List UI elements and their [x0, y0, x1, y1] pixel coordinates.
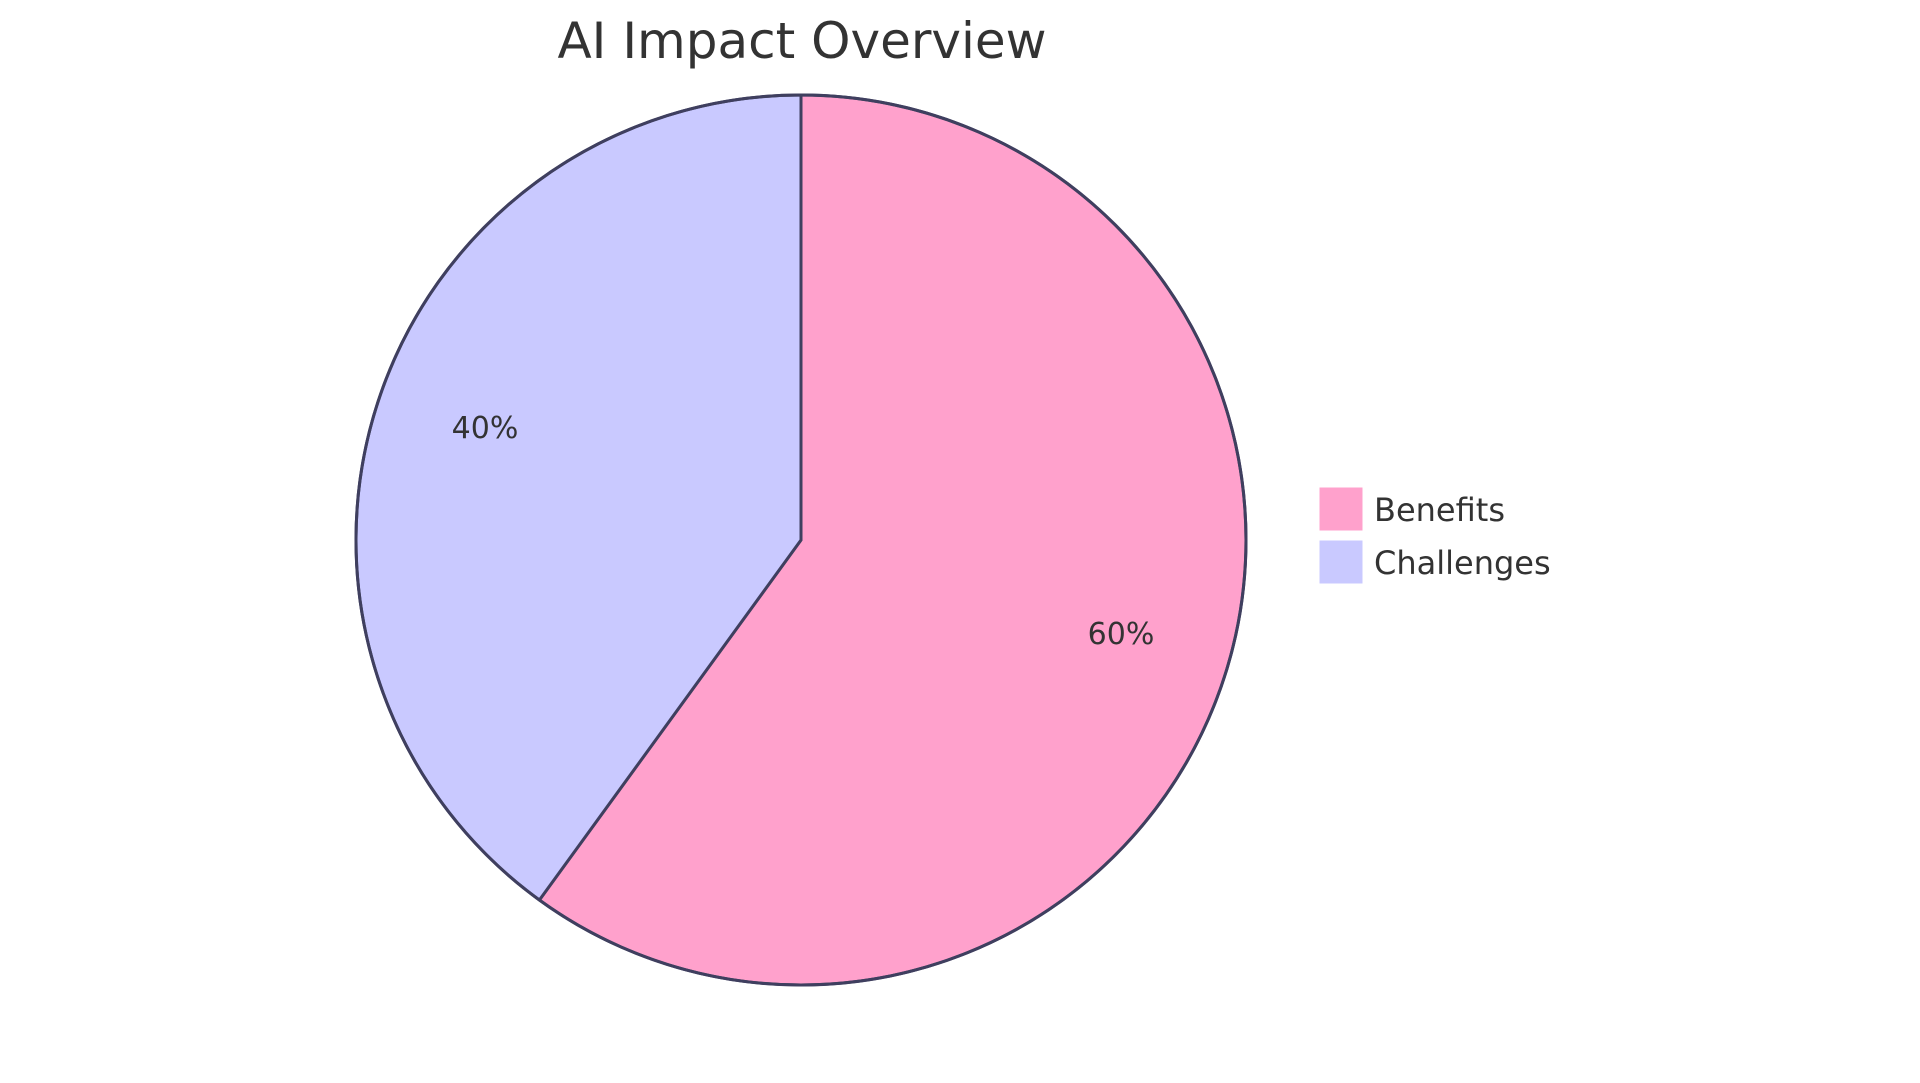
legend-label-benefits: Benefits	[1374, 491, 1505, 529]
slice-label-challenges: 40%	[452, 411, 519, 446]
legend-swatch-benefits	[1318, 486, 1364, 532]
pie	[354, 93, 1248, 987]
slice-label-benefits: 60%	[1088, 617, 1155, 652]
legend-swatch-challenges	[1318, 539, 1364, 585]
legend: Benefits Challenges	[1318, 486, 1551, 585]
chart-title: AI Impact Overview	[557, 12, 1046, 70]
legend-item-challenges[interactable]: Challenges	[1318, 539, 1551, 585]
legend-label-challenges: Challenges	[1374, 544, 1551, 582]
pie-outline	[354, 93, 1248, 987]
legend-item-benefits[interactable]: Benefits	[1318, 486, 1505, 532]
